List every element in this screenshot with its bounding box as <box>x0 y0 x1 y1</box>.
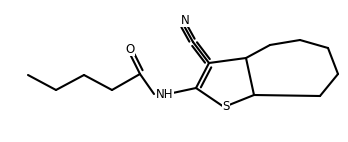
Text: S: S <box>222 101 230 113</box>
Text: O: O <box>125 42 135 56</box>
Text: NH: NH <box>156 87 174 101</box>
Text: N: N <box>181 13 189 27</box>
